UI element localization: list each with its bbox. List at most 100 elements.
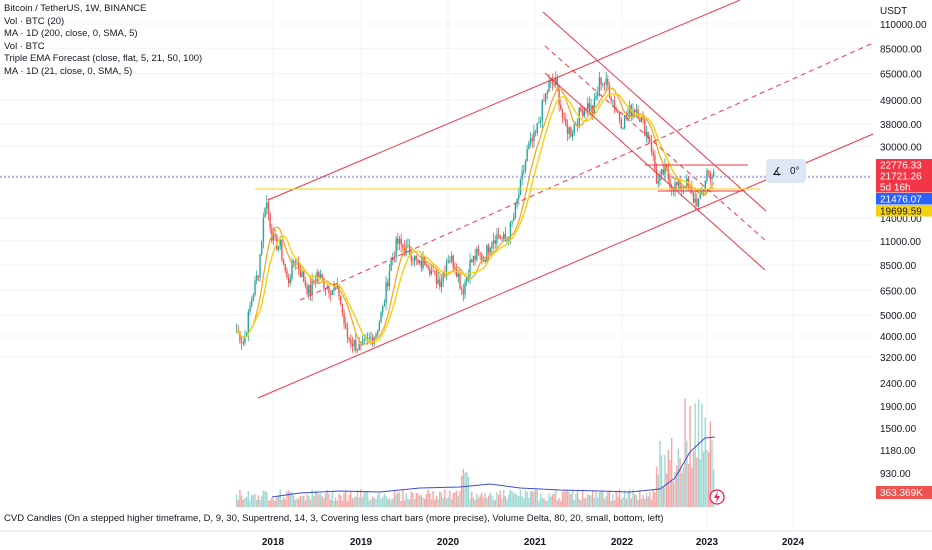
volume-badge: 363.369K [876,486,932,499]
volume-bar [358,497,360,507]
volume-bar [544,500,547,507]
legend-line[interactable]: Vol · BTC (20) [4,15,65,27]
volume-bar [284,499,286,507]
candle-body [368,337,370,339]
volume-bar [247,491,250,507]
volume-bar [684,398,686,507]
volume-bar [259,499,261,507]
volume-bar [578,499,580,507]
volume-bar [706,449,708,507]
volume-bar [600,491,602,507]
volume-bar [319,493,322,507]
volume-bar [543,498,545,507]
candle-body [442,272,444,282]
volume-bar [387,499,389,507]
volume-bar [513,493,515,507]
candle-body [244,336,246,344]
volume-bar [566,489,569,507]
candle-body [534,131,537,133]
candle-body [309,284,312,295]
price-tick-label: 38000.00 [880,120,922,131]
volume-bar [472,497,475,507]
volume-bar [650,499,653,507]
candle-body [543,100,545,102]
candle-body [378,322,381,331]
volume-bar [496,492,498,507]
candle-body [239,331,241,342]
volume-bar [363,491,365,507]
candle-body [274,234,276,236]
volume-bar [581,489,584,507]
cvd-legend[interactable]: CVD Candles (On a stepped higher timefra… [4,513,664,524]
volume-bar [570,494,572,507]
legend-line[interactable]: Triple EMA Forecast (close, flat, 5, 21,… [4,53,203,64]
legend-line[interactable]: MA · 1D (200, close, 0, SMA, 5) [4,28,138,39]
legend-title[interactable]: Bitcoin / TetherUS, 1W, BINANCE [4,3,147,14]
volume-bar [340,495,342,507]
volume-bar [250,495,253,507]
volume-bar [385,496,387,507]
candle-body [605,78,607,85]
legend-line[interactable]: Vol · BTC [4,40,45,52]
volume-bar [291,491,293,507]
volume-bar [422,497,424,507]
volume-bar [482,498,485,507]
candle-body [254,280,256,296]
candle-body [405,245,407,255]
volume-bar [603,498,606,507]
volume-bar [301,496,303,507]
volume-bar [331,492,334,507]
candle-body [649,139,651,143]
axis-currency: USDT [880,6,907,17]
candle-body [583,107,586,116]
candle-body [603,83,606,85]
volume-bar [541,498,544,507]
volume-bar [351,498,354,507]
volume-bar [712,469,715,507]
price-badge-label: 19699.59 [880,207,922,218]
volume-bar [303,495,305,507]
volume-bar [289,492,292,507]
candle-body [467,276,470,278]
volume-bar [267,500,270,507]
candle-body [432,270,434,272]
candle-body [585,107,587,109]
volume-bar [617,496,619,507]
candle-body [471,259,473,263]
volume-bar [266,491,268,507]
volume-bar [272,499,275,507]
candle-body [511,220,513,223]
candle-body [398,238,401,244]
volume-bar [635,495,638,507]
volume-bar [240,495,243,507]
volume-bar [296,498,298,507]
candle-body [429,268,431,275]
candle-body [513,217,515,221]
candle-body [576,124,579,126]
volume-bar [437,498,439,507]
candle-body [259,254,261,278]
candle-body [655,169,658,184]
candle-body [617,110,619,113]
volume-tick-label: 2400.00 [880,379,917,390]
price-tick-label: 6500.00 [880,286,917,297]
volume-bar [418,495,421,507]
candle-body [250,300,253,307]
candle-body [308,284,310,294]
volume-bar [279,489,281,507]
candle-body [304,282,307,286]
candle-body [382,306,384,313]
volume-bar [565,491,567,507]
legend-line[interactable]: MA · 1D (21, close, 0, SMA, 5) [4,65,133,77]
volume-bar [664,455,666,507]
angle-tool[interactable]: ∡ 0° [766,159,806,183]
volume-bar [533,491,535,507]
flash-icon[interactable] [709,489,725,505]
candle-body [670,187,673,189]
volume-bar [393,490,396,507]
volume-bar [311,489,313,507]
candle-body [570,127,572,137]
volume-bar [481,492,483,507]
volume-bar [528,497,530,507]
